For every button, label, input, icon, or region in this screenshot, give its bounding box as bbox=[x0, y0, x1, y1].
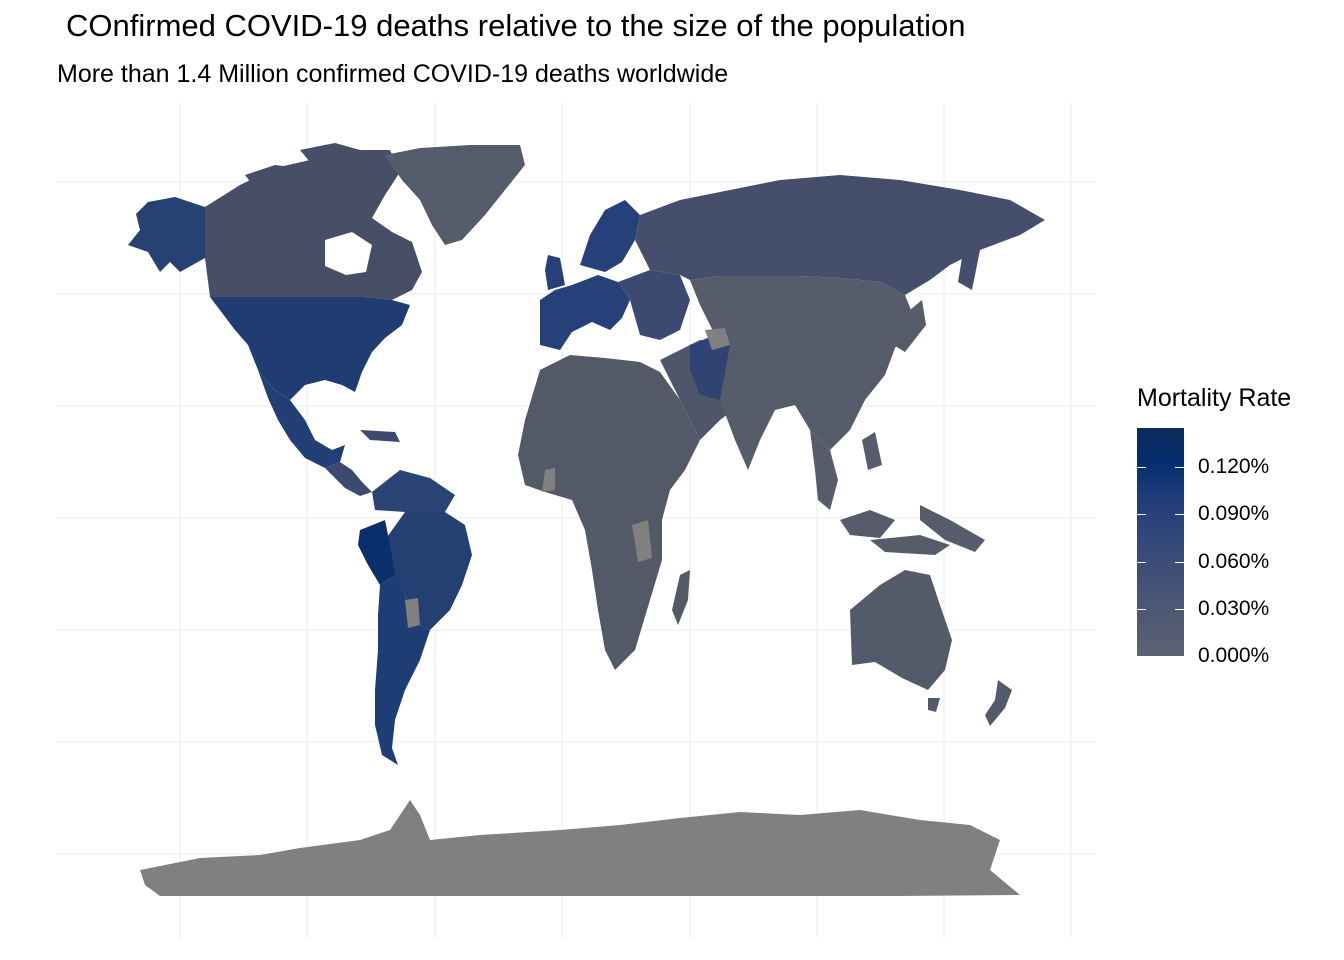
region-peru bbox=[358, 520, 395, 585]
region-central-america bbox=[325, 430, 400, 496]
region-southeast-asia bbox=[810, 430, 985, 555]
region-new-zealand bbox=[985, 680, 1012, 726]
region-alaska bbox=[128, 197, 210, 272]
region-scandinavia bbox=[580, 200, 640, 272]
page-title: COnfirmed COVID-19 deaths relative to th… bbox=[66, 8, 966, 43]
region-nodata-1 bbox=[632, 520, 652, 562]
region-australia bbox=[850, 570, 952, 690]
region-mexico bbox=[258, 370, 345, 468]
region-russia bbox=[635, 175, 1045, 295]
region-asia bbox=[690, 276, 915, 470]
region-madagascar bbox=[672, 570, 690, 625]
region-canada bbox=[205, 150, 422, 300]
region-greenland bbox=[385, 145, 525, 245]
region-united-states bbox=[210, 297, 410, 400]
region-antarctica bbox=[140, 800, 1020, 896]
region-tasmania bbox=[928, 698, 940, 712]
region-south-america-north bbox=[372, 470, 455, 512]
region-uk bbox=[545, 255, 565, 290]
legend-title: Mortality Rate bbox=[1137, 384, 1292, 412]
region-argentina-chile bbox=[375, 575, 430, 765]
legend-tick-label: 0.000% bbox=[1198, 644, 1270, 667]
region-hudson-bay bbox=[325, 232, 372, 275]
region-iran bbox=[690, 335, 730, 400]
region-europe-east bbox=[618, 270, 690, 340]
legend-tick-label: 0.060% bbox=[1198, 549, 1270, 573]
region-nodata-3 bbox=[705, 328, 730, 350]
legend-tick-label: 0.030% bbox=[1198, 596, 1270, 620]
page-subtitle: More than 1.4 Million confirmed COVID-19… bbox=[57, 60, 729, 88]
region-europe-west bbox=[540, 275, 630, 350]
region-canada-arctic bbox=[245, 143, 390, 190]
legend-tick-label: 0.090% bbox=[1198, 502, 1270, 526]
region-japan bbox=[895, 300, 926, 352]
legend-tick-label: 0.120% bbox=[1198, 455, 1270, 479]
region-nodata-4 bbox=[405, 598, 420, 628]
region-nodata-2 bbox=[542, 468, 555, 492]
legend-color-bar bbox=[1137, 428, 1184, 656]
region-africa bbox=[518, 355, 700, 670]
map-land bbox=[128, 143, 1045, 896]
region-kamchatka bbox=[958, 240, 980, 290]
legend: Mortality Rate 0.120% 0.090% 0.060% 0.030% 0… bbox=[1137, 384, 1337, 684]
